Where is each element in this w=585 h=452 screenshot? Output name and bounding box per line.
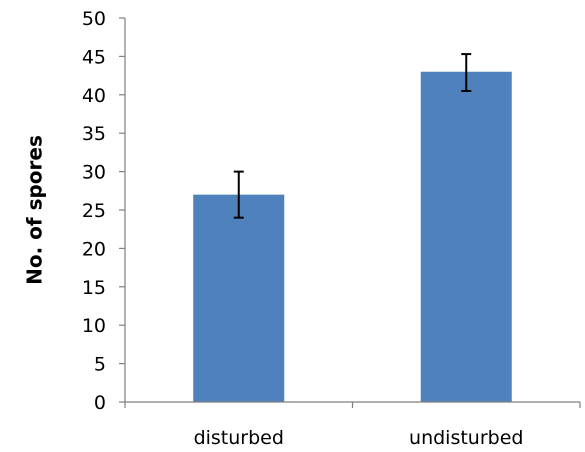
x-category-label: disturbed	[194, 427, 284, 449]
bar-disturbed	[193, 194, 285, 402]
y-tick-label: 5	[94, 354, 106, 376]
y-tick-label: 30	[82, 162, 106, 184]
y-tick-label: 20	[82, 238, 106, 260]
y-tick-label: 25	[82, 200, 106, 222]
y-tick-label: 0	[94, 392, 106, 414]
x-category-label: undisturbed	[409, 427, 523, 449]
y-tick-label: 50	[82, 8, 106, 30]
y-ticks: 0 5 10 15 20 25 30 35 40 45 50	[82, 8, 125, 414]
y-tick-label: 10	[82, 315, 106, 337]
y-axis-title: No. of spores	[23, 135, 47, 285]
x-ticks: disturbed undisturbed	[124, 402, 581, 449]
y-tick-label: 35	[82, 123, 106, 145]
y-tick-label: 45	[82, 46, 106, 68]
y-tick-label: 40	[82, 85, 106, 107]
bar-undisturbed	[420, 71, 512, 402]
y-tick-label: 15	[82, 277, 106, 299]
error-bars-layer	[233, 53, 472, 219]
bars-layer	[193, 71, 512, 402]
